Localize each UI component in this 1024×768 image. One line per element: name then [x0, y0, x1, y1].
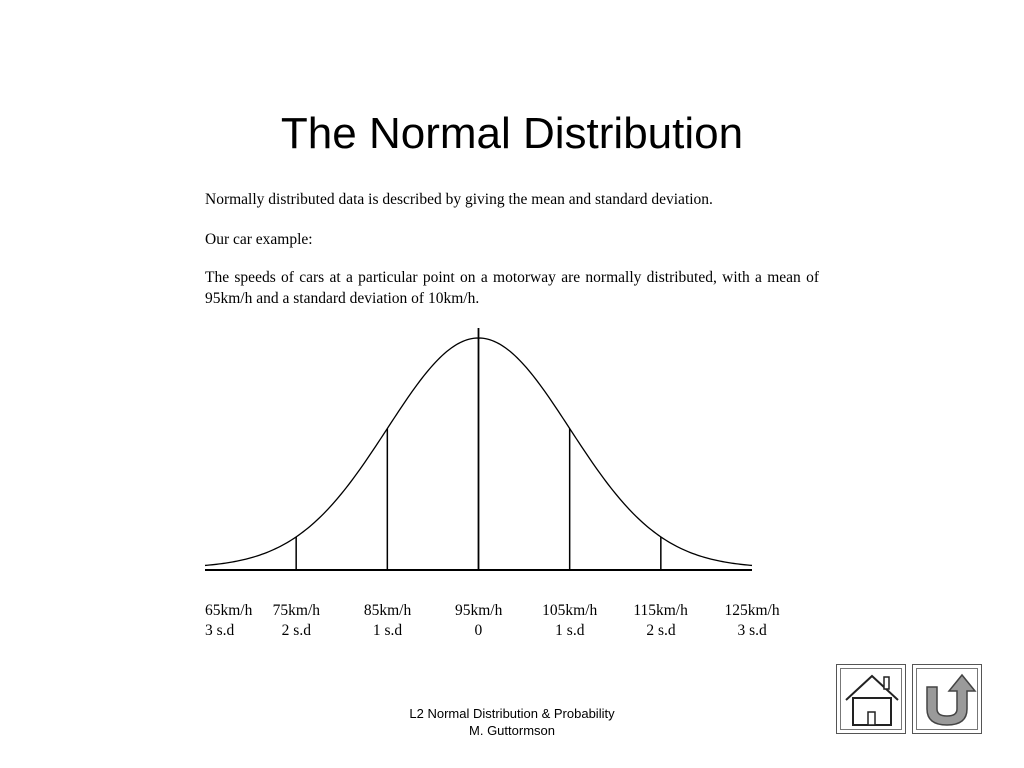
tick-label: 85km/h — [363, 602, 412, 619]
tick-label: 105km/h — [542, 602, 598, 619]
sd-label: 1 s.d — [372, 622, 403, 639]
home-icon — [845, 674, 899, 726]
footer-course: L2 Normal Distribution & Probability — [409, 706, 615, 721]
home-button[interactable] — [836, 664, 906, 734]
return-button[interactable] — [912, 664, 982, 734]
normal-curve-chart — [204, 328, 753, 571]
intro-text: Normally distributed data is described b… — [205, 191, 713, 208]
sd-label: 0 — [474, 622, 483, 639]
return-arrow-icon — [926, 673, 977, 726]
example-heading: Our car example: — [205, 231, 313, 248]
sd-label: 2 s.d — [281, 622, 311, 639]
tick-label: 125km/h — [724, 602, 780, 619]
sd-label: 3 s.d — [205, 622, 235, 639]
sd-label: 1 s.d — [555, 622, 585, 639]
sd-label: 3 s.d — [737, 622, 767, 639]
tick-label: 75km/h — [272, 602, 321, 619]
sd-label: 2 s.d — [646, 622, 676, 639]
example-description: The speeds of cars at a particular point… — [205, 269, 819, 307]
footer-author: M. Guttormson — [469, 723, 555, 738]
tick-label: 65km/h — [205, 602, 253, 619]
tick-label: 115km/h — [633, 602, 688, 619]
page-title: The Normal Distribution — [280, 109, 744, 158]
tick-label: 95km/h — [455, 602, 503, 619]
footer: L2 Normal Distribution & Probability M. … — [362, 705, 662, 739]
